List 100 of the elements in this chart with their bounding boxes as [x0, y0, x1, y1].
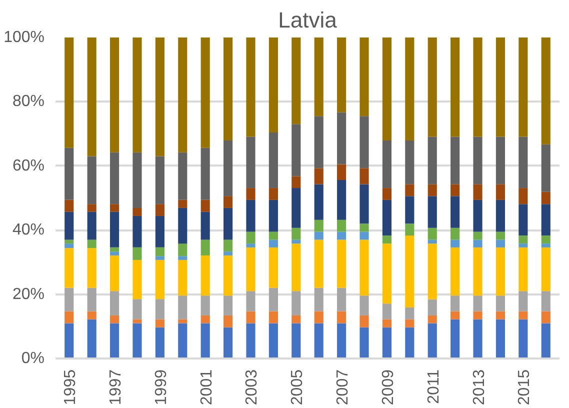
bar — [450, 240, 460, 248]
bar — [541, 247, 550, 292]
bar — [405, 224, 414, 236]
bar — [360, 232, 369, 240]
bar — [110, 152, 120, 204]
bar — [155, 156, 164, 204]
bar — [428, 184, 437, 196]
bar — [541, 192, 550, 204]
bar — [292, 244, 301, 292]
bar — [337, 288, 346, 312]
x-tick-label: 2001 — [198, 369, 216, 406]
bar — [382, 38, 392, 141]
bar — [337, 38, 346, 112]
bar — [450, 319, 460, 358]
bar — [155, 299, 164, 320]
bar — [541, 311, 550, 324]
bar — [450, 184, 460, 196]
bar — [428, 38, 437, 137]
bar — [87, 319, 96, 358]
bar — [292, 315, 301, 324]
bar — [178, 319, 188, 324]
x-tick-label: 2013 — [470, 369, 488, 406]
bar — [518, 319, 528, 358]
bar — [360, 327, 369, 358]
bar — [155, 247, 164, 256]
bar — [496, 184, 506, 200]
bar — [496, 296, 506, 312]
bar — [518, 244, 528, 248]
bar — [428, 240, 437, 244]
bar — [541, 38, 550, 144]
bar — [64, 38, 74, 148]
bar — [496, 136, 506, 184]
bar — [292, 124, 301, 176]
bar — [450, 196, 460, 228]
bar — [314, 240, 324, 288]
bar — [292, 176, 301, 188]
bar — [132, 152, 142, 208]
bar — [541, 204, 550, 236]
bar — [200, 212, 210, 240]
bar — [360, 296, 369, 316]
bar — [541, 236, 550, 244]
y-tick-label: 100% — [4, 29, 44, 46]
bar — [110, 247, 120, 252]
bar — [155, 327, 164, 358]
bar — [541, 291, 550, 312]
bar — [473, 311, 482, 320]
bar — [450, 296, 460, 312]
bar — [337, 180, 346, 220]
bar — [110, 315, 120, 324]
bar — [473, 240, 482, 248]
bar — [132, 323, 142, 358]
bar — [268, 200, 278, 232]
bar — [87, 288, 96, 312]
bar — [518, 247, 528, 292]
bar — [64, 200, 74, 212]
bar — [405, 196, 414, 224]
bar — [246, 323, 256, 358]
bar — [246, 244, 256, 248]
bar — [382, 319, 392, 328]
bar — [268, 132, 278, 188]
bar — [64, 240, 74, 244]
bar — [224, 315, 233, 328]
bar — [382, 188, 392, 200]
bar — [518, 188, 528, 204]
bar — [337, 112, 346, 164]
bar — [337, 220, 346, 232]
bar — [224, 140, 233, 196]
bar — [87, 38, 96, 156]
bar — [405, 307, 414, 320]
bar — [360, 116, 369, 168]
bar — [110, 204, 120, 212]
bar — [178, 244, 188, 256]
bar — [473, 247, 482, 296]
bar — [110, 291, 120, 316]
bar — [155, 38, 164, 156]
bar — [405, 236, 414, 308]
bar — [314, 38, 324, 116]
bar — [314, 116, 324, 168]
bar — [178, 323, 188, 358]
bar — [428, 315, 437, 324]
bar — [496, 247, 506, 296]
bar — [405, 184, 414, 196]
bar — [360, 315, 369, 328]
bar — [87, 212, 96, 240]
x-tick-label: 2005 — [289, 369, 306, 406]
bar — [224, 196, 233, 208]
bar — [155, 319, 164, 328]
bar — [178, 152, 188, 200]
bar — [268, 323, 278, 358]
bar — [110, 252, 120, 256]
bar — [496, 319, 506, 358]
bar — [246, 247, 256, 292]
bar — [246, 188, 256, 200]
bar — [224, 240, 233, 252]
bar — [518, 136, 528, 188]
bar — [473, 232, 482, 240]
bar — [200, 323, 210, 358]
bar — [360, 168, 369, 184]
bar — [450, 311, 460, 320]
bar — [200, 38, 210, 148]
